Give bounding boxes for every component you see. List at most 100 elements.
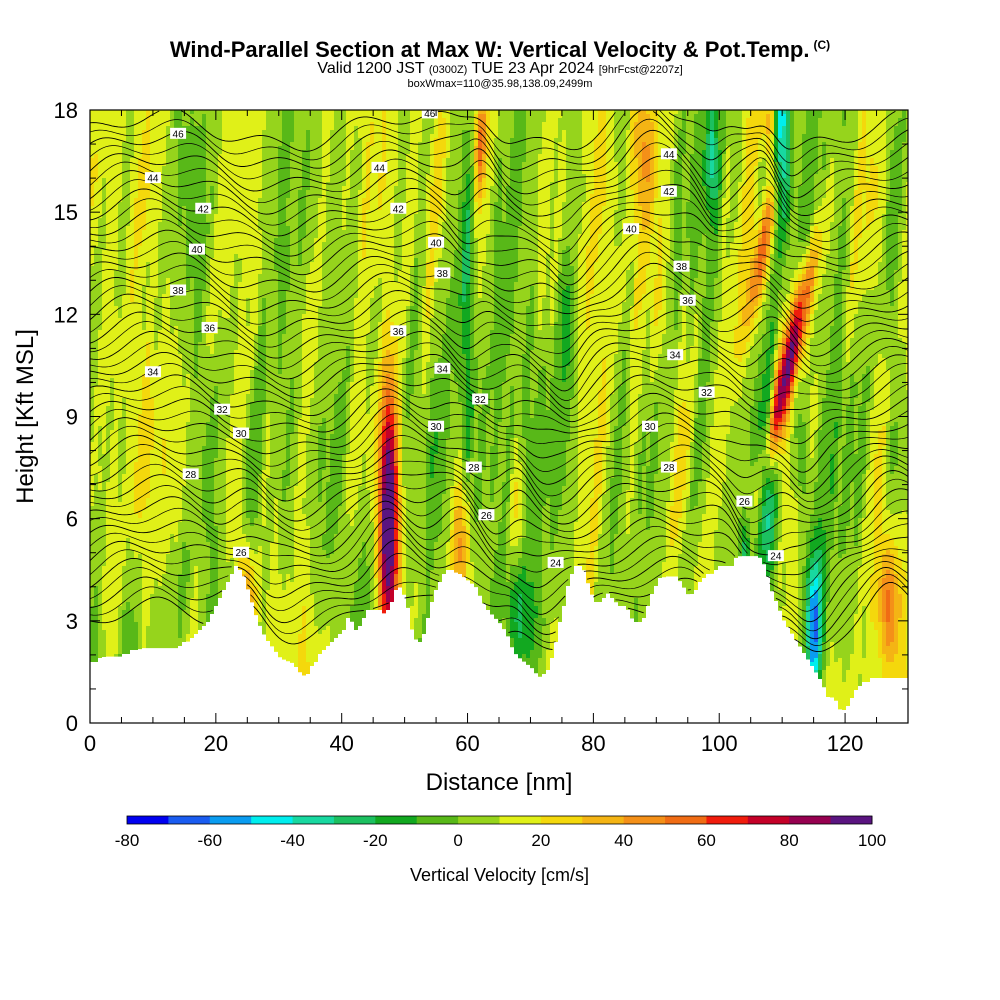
heatmap-cell (554, 154, 558, 158)
heatmap-cell (606, 134, 614, 138)
heatmap-cell (478, 154, 482, 158)
heatmap-cell (318, 214, 326, 218)
heatmap-cell (370, 198, 378, 202)
heatmap-cell (178, 150, 206, 154)
heatmap-cell (478, 266, 482, 270)
heatmap-cell (178, 158, 206, 162)
heatmap-cell (790, 322, 794, 326)
heatmap-cell (862, 118, 866, 122)
heatmap-cell (118, 214, 130, 218)
heatmap-cell (486, 242, 494, 246)
heatmap-cell (302, 150, 310, 154)
heatmap-cell (798, 194, 814, 198)
heatmap-cell (842, 330, 846, 334)
heatmap-cell (658, 162, 670, 166)
heatmap-cell (178, 162, 206, 166)
heatmap-cell (422, 130, 434, 134)
heatmap-cell (794, 110, 806, 114)
heatmap-cell (454, 250, 462, 254)
heatmap-cell (94, 154, 98, 158)
heatmap-cell (586, 318, 590, 322)
heatmap-cell (566, 186, 586, 190)
heatmap-cell (278, 202, 286, 206)
heatmap-cell (778, 334, 782, 338)
heatmap-cell (798, 218, 810, 222)
heatmap-cell (494, 322, 514, 326)
heatmap-cell (410, 114, 422, 118)
heatmap-cell (854, 166, 858, 170)
heatmap-cell (682, 330, 686, 334)
heatmap-cell (334, 114, 346, 118)
heatmap-cell (478, 190, 482, 194)
heatmap-cell (694, 322, 698, 326)
heatmap-cell (778, 186, 782, 190)
heatmap-cell (494, 258, 518, 262)
heatmap-cell (214, 342, 238, 346)
heatmap-cell (230, 302, 238, 306)
heatmap-cell (866, 150, 886, 154)
heatmap-cell (386, 138, 398, 142)
heatmap-cell (422, 134, 430, 138)
heatmap-cell (422, 338, 430, 342)
heatmap-cell (430, 246, 438, 250)
heatmap-cell (578, 318, 586, 322)
heatmap-cell (534, 290, 538, 294)
heatmap-cell (670, 242, 674, 246)
heatmap-cell (258, 278, 278, 282)
heatmap-cell (638, 322, 646, 326)
heatmap-cell (758, 298, 762, 302)
heatmap-cell (794, 182, 802, 186)
heatmap-cell (418, 166, 430, 170)
heatmap-cell (766, 254, 770, 258)
heatmap-cell (690, 170, 702, 174)
heatmap-cell (442, 158, 446, 162)
heatmap-cell (662, 218, 670, 222)
heatmap-cell (126, 238, 134, 242)
heatmap-cell (426, 222, 430, 226)
heatmap-cell (150, 186, 162, 190)
heatmap-cell (666, 286, 674, 290)
heatmap-cell (622, 306, 630, 310)
heatmap-cell (758, 322, 766, 326)
heatmap-cell (494, 146, 510, 150)
heatmap-cell (722, 174, 726, 178)
heatmap-cell (558, 242, 578, 246)
heatmap-cell (554, 146, 558, 150)
heatmap-cell (738, 298, 746, 302)
heatmap-cell (834, 306, 842, 310)
heatmap-cell (782, 174, 786, 178)
heatmap-cell (434, 314, 446, 318)
heatmap-cell (158, 282, 166, 286)
heatmap-cell (102, 178, 106, 182)
heatmap-cell (786, 310, 790, 314)
heatmap-cell (322, 258, 358, 262)
heatmap-cell (90, 122, 126, 126)
heatmap-cell (126, 262, 134, 266)
heatmap-cell (258, 306, 262, 310)
heatmap-cell (638, 166, 642, 170)
heatmap-cell (634, 154, 642, 158)
heatmap-cell (242, 274, 258, 278)
heatmap-cell (446, 170, 462, 174)
heatmap-cell (722, 198, 730, 202)
heatmap-cell (798, 234, 806, 238)
heatmap-cell (106, 246, 118, 250)
heatmap-cell (258, 326, 266, 330)
heatmap-cell (558, 150, 566, 154)
heatmap-cell (802, 134, 818, 138)
heatmap-cell (858, 122, 862, 126)
heatmap-cell (782, 166, 786, 170)
heatmap-cell (778, 326, 782, 330)
heatmap-cell (790, 126, 794, 130)
heatmap-cell (670, 178, 674, 182)
heatmap-cell (154, 298, 162, 302)
heatmap-cell (686, 318, 694, 322)
heatmap-cell (562, 306, 570, 310)
heatmap-cell (818, 138, 858, 142)
heatmap-cell (634, 210, 642, 214)
heatmap-cell (778, 182, 782, 186)
heatmap-cell (650, 162, 654, 166)
heatmap-cell (486, 190, 490, 194)
heatmap-cell (726, 170, 730, 174)
heatmap-cell (214, 234, 262, 238)
